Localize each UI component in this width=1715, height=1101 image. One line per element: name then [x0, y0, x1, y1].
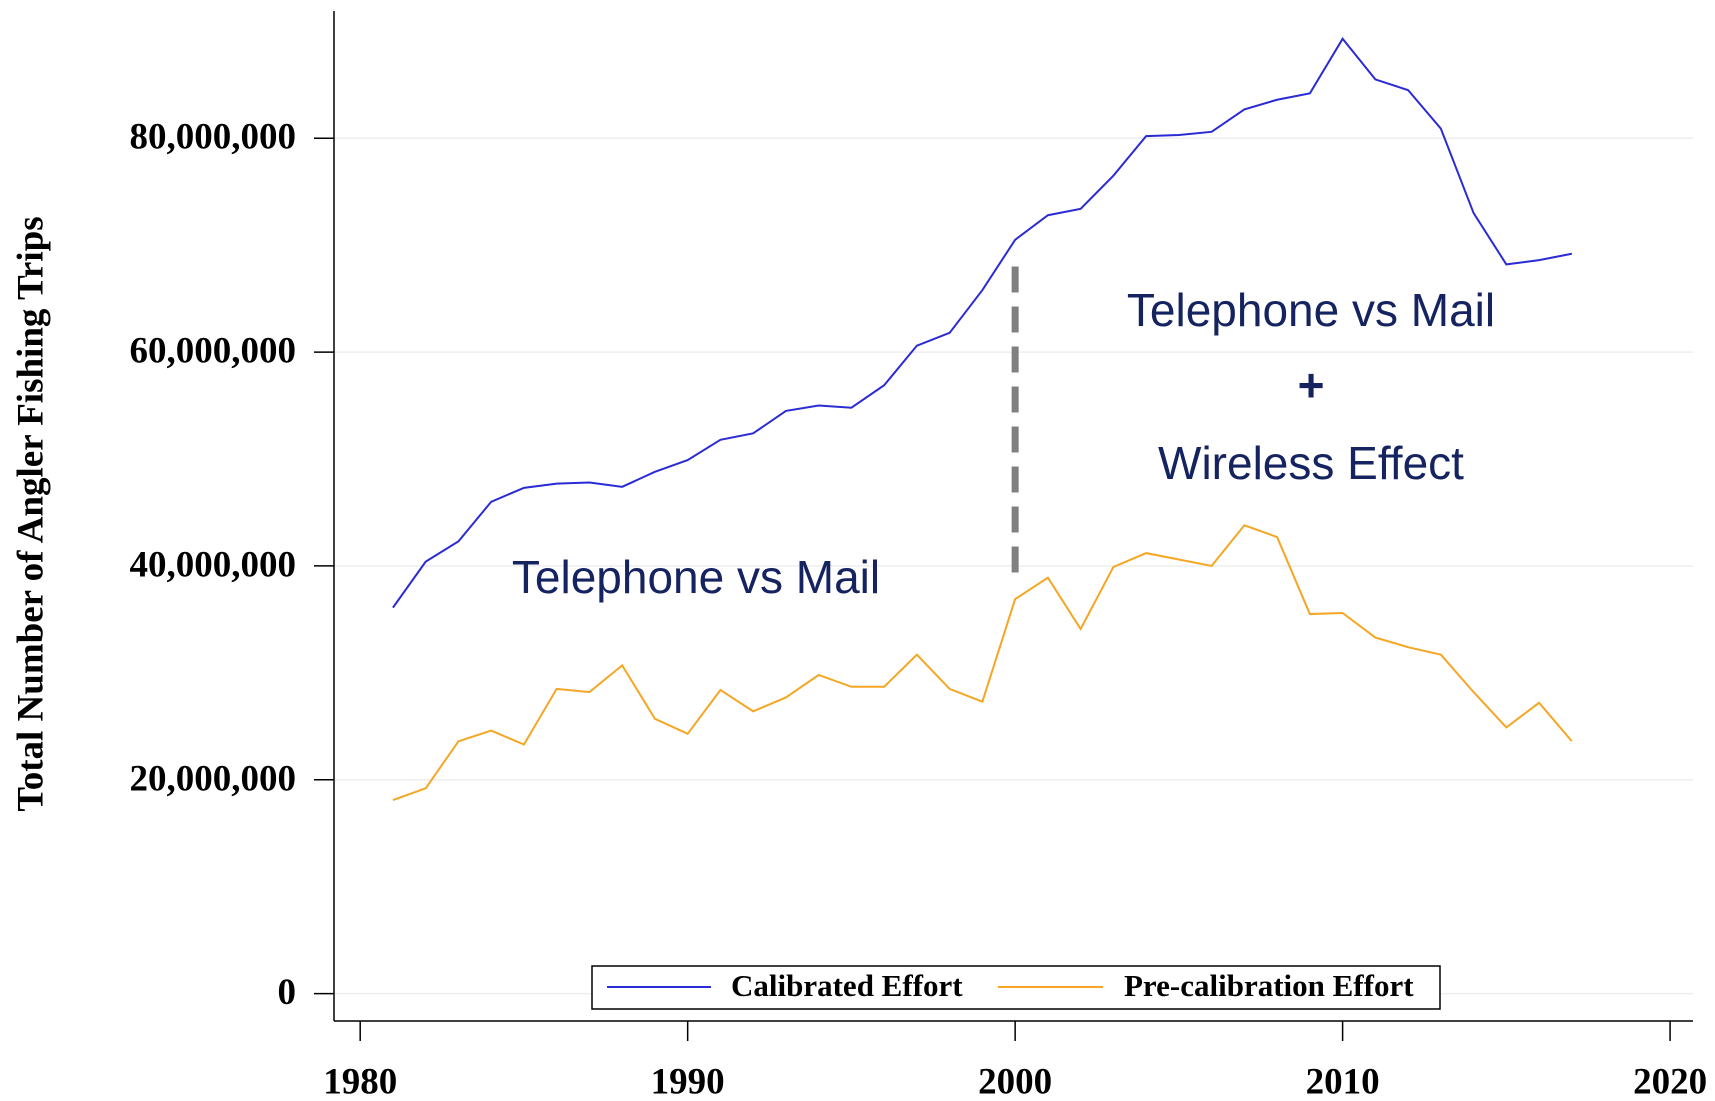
annotation: Telephone vs Mail — [512, 551, 880, 603]
x-tick-label: 1980 — [323, 1061, 397, 1101]
y-tick-label: 60,000,000 — [130, 331, 297, 372]
annotation: Wireless Effect — [1158, 437, 1464, 489]
y-tick-label: 0 — [278, 972, 297, 1013]
annotation: + — [1298, 359, 1325, 411]
y-tick-label: 40,000,000 — [130, 544, 297, 585]
legend-label: Pre-calibration Effort — [1124, 968, 1414, 1003]
legend-label: Calibrated Effort — [731, 968, 963, 1003]
x-tick-label: 2010 — [1306, 1061, 1380, 1101]
line-series — [392, 524, 1573, 802]
x-tick-label: 2000 — [978, 1061, 1052, 1101]
y-axis-title: Total Number of Angler Fishing Trips — [10, 216, 51, 811]
line-series — [392, 37, 1573, 609]
y-tick-label: 80,000,000 — [130, 117, 297, 158]
x-tick-label: 1990 — [651, 1061, 725, 1101]
annotation: Telephone vs Mail — [1127, 284, 1495, 336]
y-tick-label: 20,000,000 — [130, 758, 297, 799]
x-tick-label: 2020 — [1633, 1061, 1707, 1101]
